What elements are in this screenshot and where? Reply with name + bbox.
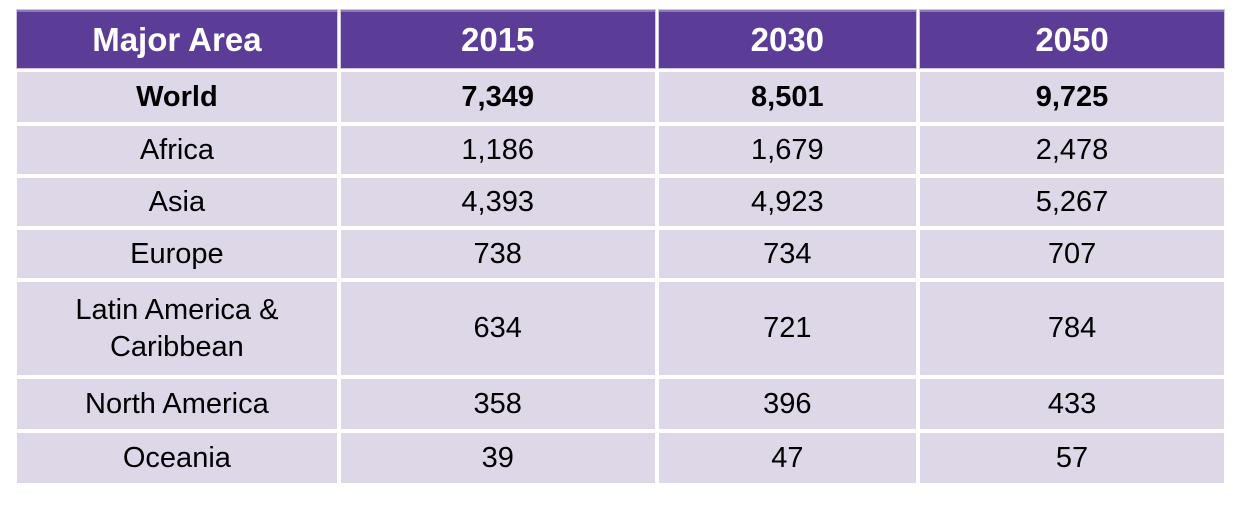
- value-cell: 8,501: [658, 72, 917, 122]
- value-cell: 39: [340, 433, 655, 483]
- value-cell: 433: [920, 379, 1224, 429]
- value-cell: 784: [920, 282, 1224, 375]
- value-cell: 57: [920, 433, 1224, 483]
- region-label-cell: Europe: [17, 230, 337, 278]
- value-cell: 4,393: [340, 178, 655, 226]
- column-header-2030: 2030: [658, 10, 917, 68]
- region-label-cell: Asia: [17, 178, 337, 226]
- value-cell: 634: [340, 282, 655, 375]
- column-header-2050: 2050: [920, 10, 1224, 68]
- value-cell: 721: [658, 282, 917, 375]
- value-cell: 738: [340, 230, 655, 278]
- value-cell: 9,725: [920, 72, 1224, 122]
- region-label-cell: North America: [17, 379, 337, 429]
- region-label-cell: Latin America & Caribbean: [17, 282, 337, 375]
- value-cell: 358: [340, 379, 655, 429]
- value-cell: 5,267: [920, 178, 1224, 226]
- column-header-major-area: Major Area: [17, 10, 337, 68]
- region-label-cell: Africa: [17, 126, 337, 174]
- region-label-cell: World: [17, 72, 337, 122]
- value-cell: 4,923: [658, 178, 917, 226]
- value-cell: 7,349: [340, 72, 655, 122]
- value-cell: 396: [658, 379, 917, 429]
- value-cell: 1,679: [658, 126, 917, 174]
- value-cell: 47: [658, 433, 917, 483]
- value-cell: 1,186: [340, 126, 655, 174]
- value-cell: 707: [920, 230, 1224, 278]
- region-label-cell: Oceania: [17, 433, 337, 483]
- population-table: Major Area 2015 2030 2050 World 7,349 8,…: [17, 10, 1224, 483]
- column-header-2015: 2015: [340, 10, 655, 68]
- value-cell: 2,478: [920, 126, 1224, 174]
- value-cell: 734: [658, 230, 917, 278]
